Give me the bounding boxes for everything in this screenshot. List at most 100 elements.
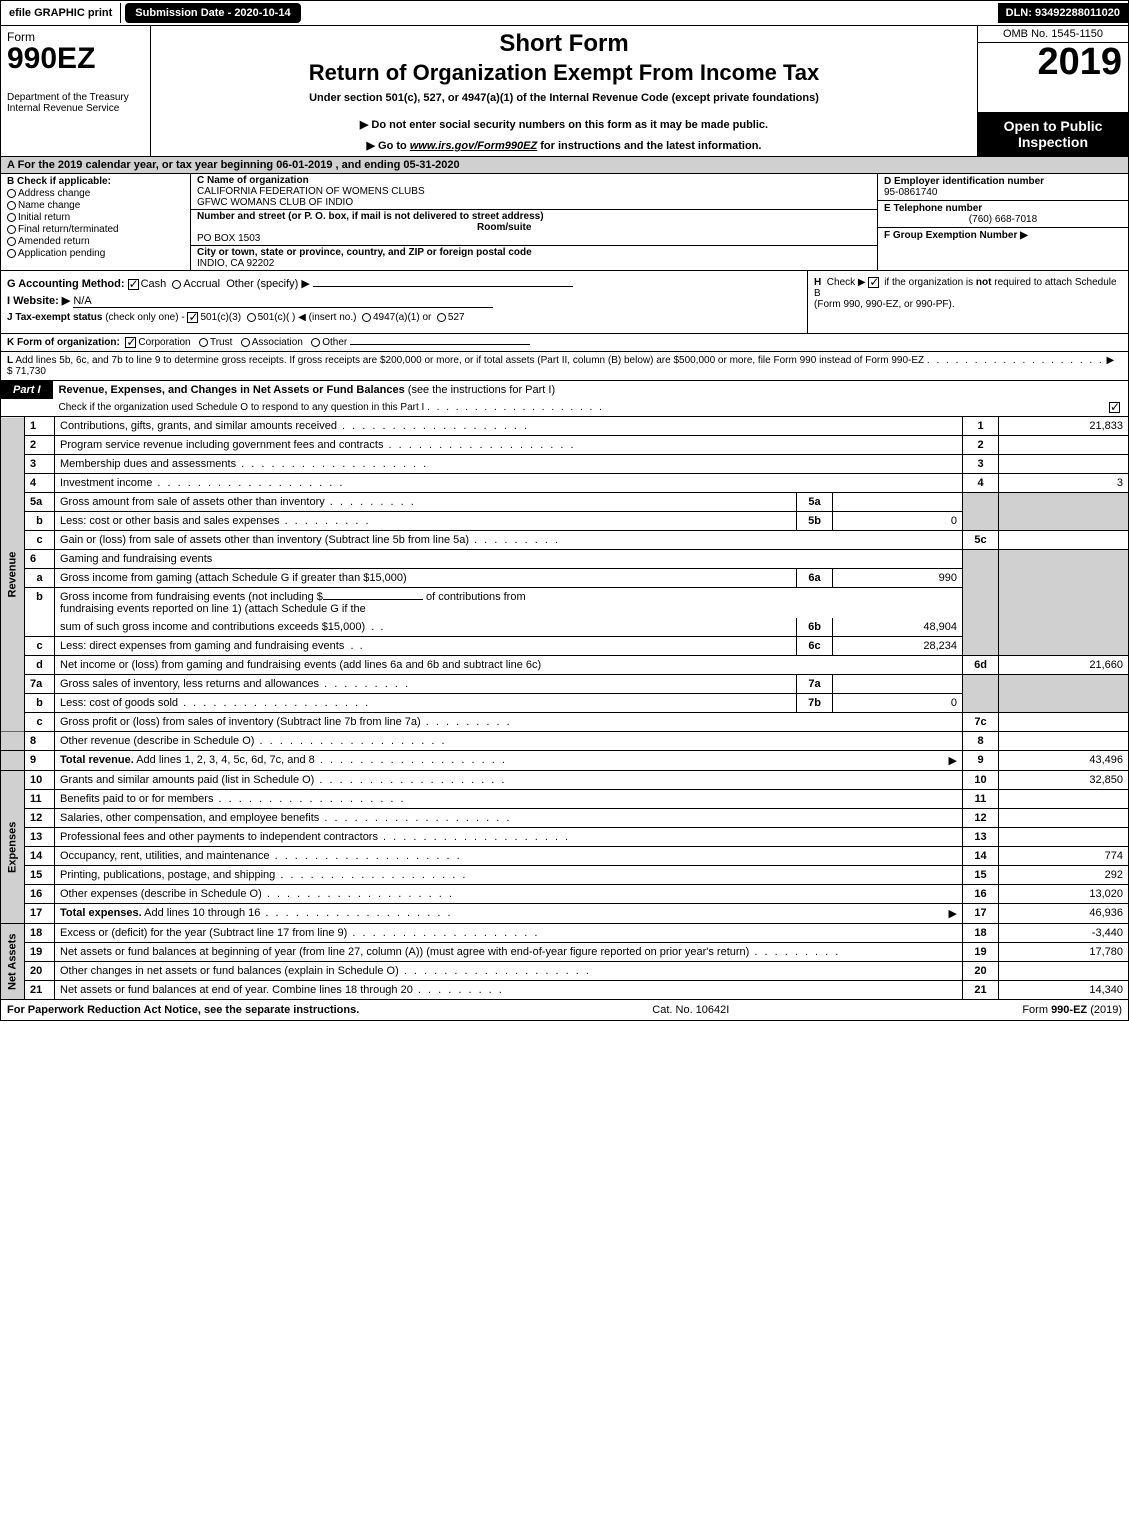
- chk-application-pending[interactable]: Application pending: [7, 248, 184, 259]
- chk-other-org[interactable]: [311, 338, 320, 347]
- chk-527[interactable]: [437, 313, 446, 322]
- l-row: L Add lines 5b, 6c, and 7b to line 9 to …: [0, 352, 1129, 381]
- phone-value: (760) 668-7018: [884, 214, 1122, 225]
- i-label: I Website: ▶: [7, 295, 70, 307]
- chk-association[interactable]: [241, 338, 250, 347]
- tax-exempt-line: J Tax-exempt status (check only one) - 5…: [7, 312, 801, 323]
- chk-address-change[interactable]: Address change: [7, 188, 184, 199]
- form-number: 990EZ: [7, 44, 144, 74]
- chk-final-return[interactable]: Final return/terminated: [7, 224, 184, 235]
- line-16: 16 Other expenses (describe in Schedule …: [1, 885, 1129, 904]
- k-label: K Form of organization:: [7, 337, 120, 348]
- chk-accrual[interactable]: [172, 280, 181, 289]
- g-label: G Accounting Method:: [7, 278, 125, 290]
- city-block: City or town, state or province, country…: [191, 246, 877, 270]
- goto-pre: ▶ Go to: [367, 140, 410, 152]
- chk-cash[interactable]: [128, 279, 139, 290]
- other-org-field[interactable]: [350, 344, 530, 345]
- submission-date-button[interactable]: Submission Date - 2020-10-14: [125, 3, 300, 23]
- no-ssn-warning: ▶ Do not enter social security numbers o…: [159, 118, 969, 131]
- group-exemption-label: F Group Exemption Number ▶: [884, 230, 1028, 241]
- col-c-org-info: C Name of organization CALIFORNIA FEDERA…: [191, 174, 878, 270]
- chk-4947[interactable]: [362, 313, 371, 322]
- chk-schedule-o-part1[interactable]: [1109, 402, 1120, 413]
- chk-corporation[interactable]: [125, 337, 136, 348]
- org-name-label: C Name of organization: [197, 175, 309, 186]
- l-dots: [927, 355, 1104, 366]
- h-text2: if the organization is: [884, 277, 973, 288]
- chk-name-change[interactable]: Name change: [7, 200, 184, 211]
- header-right: OMB No. 1545-1150 2019 Open to Public In…: [978, 26, 1128, 156]
- ein-block: D Employer identification number 95-0861…: [878, 174, 1128, 201]
- website-field[interactable]: N/A: [73, 295, 493, 308]
- header-left: Form 990EZ Department of the Treasury In…: [1, 26, 151, 156]
- line-7b: b Less: cost of goods sold 7b 0: [1, 694, 1129, 713]
- h-text1: Check ▶: [827, 277, 866, 288]
- expenses-side-label: Expenses: [1, 771, 25, 924]
- phone-block: E Telephone number (760) 668-7018: [878, 201, 1128, 228]
- h-text4: (Form 990, 990-EZ, or 990-PF).: [814, 299, 955, 310]
- cash-label: Cash: [141, 278, 167, 290]
- goto-link[interactable]: www.irs.gov/Form990EZ: [410, 140, 537, 152]
- k-row: K Form of organization: Corporation Trus…: [0, 334, 1129, 352]
- top-bar: efile GRAPHIC print Submission Date - 20…: [0, 0, 1129, 26]
- l-amount: $ 71,730: [7, 366, 46, 377]
- line-5b: b Less: cost or other basis and sales ex…: [1, 512, 1129, 531]
- chk-501c3[interactable]: [187, 312, 198, 323]
- line-11: 11 Benefits paid to or for members 11: [1, 790, 1129, 809]
- form-ref: Form 990-EZ (2019): [1022, 1004, 1122, 1016]
- irs-label: Internal Revenue Service: [7, 103, 144, 114]
- street-block: Number and street (or P. O. box, if mail…: [191, 210, 877, 246]
- line-21: 21 Net assets or fund balances at end of…: [1, 981, 1129, 1000]
- short-form-title: Short Form: [159, 30, 969, 58]
- line-6a: a Gross income from gaming (attach Sched…: [1, 569, 1129, 588]
- line-2: 2 Program service revenue including gove…: [1, 436, 1129, 455]
- other-specify-field[interactable]: [313, 286, 573, 287]
- line-7c: c Gross profit or (loss) from sales of i…: [1, 713, 1129, 732]
- chk-trust[interactable]: [199, 338, 208, 347]
- under-section-text: Under section 501(c), 527, or 4947(a)(1)…: [159, 92, 969, 104]
- lines-table: Revenue 1 Contributions, gifts, grants, …: [0, 417, 1129, 1000]
- goto-post: for instructions and the latest informat…: [537, 140, 761, 152]
- department-label: Department of the Treasury: [7, 92, 144, 103]
- room-label: Room/suite: [477, 222, 531, 233]
- top-left: efile GRAPHIC print Submission Date - 20…: [1, 1, 305, 25]
- j-note: (check only one) -: [105, 312, 184, 323]
- ein-value: 95-0861740: [884, 187, 937, 198]
- h-block: H Check ▶ if the organization is not req…: [808, 271, 1128, 333]
- line-9: 9 Total revenue. Add lines 1, 2, 3, 4, 5…: [1, 751, 1129, 771]
- form-header: Form 990EZ Department of the Treasury In…: [0, 26, 1129, 157]
- chk-amended-return[interactable]: Amended return: [7, 236, 184, 247]
- g-block: G Accounting Method: Cash Accrual Other …: [1, 271, 808, 333]
- info-grid: B Check if applicable: Address change Na…: [0, 174, 1129, 271]
- h-not: not: [976, 277, 992, 288]
- line-6b-1: b Gross income from fundraising events (…: [1, 588, 1129, 619]
- line-6b-2: sum of such gross income and contributio…: [1, 618, 1129, 637]
- fundraising-contrib-field[interactable]: [323, 599, 423, 600]
- org-name-block: C Name of organization CALIFORNIA FEDERA…: [191, 174, 877, 210]
- part1-title: Revenue, Expenses, and Changes in Net As…: [53, 381, 1128, 399]
- line-15: 15 Printing, publications, postage, and …: [1, 866, 1129, 885]
- l-text: Add lines 5b, 6c, and 7b to line 9 to de…: [15, 355, 924, 366]
- line-3: 3 Membership dues and assessments 3: [1, 455, 1129, 474]
- netassets-side-label: Net Assets: [1, 924, 25, 1000]
- line-8: 8 Other revenue (describe in Schedule O)…: [1, 732, 1129, 751]
- org-name-1: CALIFORNIA FEDERATION OF WOMENS CLUBS: [197, 186, 425, 197]
- header-mid: Short Form Return of Organization Exempt…: [151, 26, 978, 156]
- group-exemption-block: F Group Exemption Number ▶: [878, 228, 1128, 243]
- j-label: J Tax-exempt status: [7, 312, 102, 323]
- efile-print-button[interactable]: efile GRAPHIC print: [1, 3, 121, 23]
- chk-schedule-b[interactable]: [868, 277, 879, 288]
- cat-no: Cat. No. 10642I: [652, 1004, 729, 1016]
- col-b-checkboxes: B Check if applicable: Address change Na…: [1, 174, 191, 270]
- line-17: 17 Total expenses. Add lines 10 through …: [1, 904, 1129, 924]
- line-14: 14 Occupancy, rent, utilities, and maint…: [1, 847, 1129, 866]
- line-13: 13 Professional fees and other payments …: [1, 828, 1129, 847]
- paperwork-notice: For Paperwork Reduction Act Notice, see …: [7, 1004, 359, 1016]
- chk-501c[interactable]: [247, 313, 256, 322]
- accounting-method-line: G Accounting Method: Cash Accrual Other …: [7, 277, 801, 290]
- line-20: 20 Other changes in net assets or fund b…: [1, 962, 1129, 981]
- revenue-side-label: Revenue: [1, 417, 25, 732]
- chk-initial-return[interactable]: Initial return: [7, 212, 184, 223]
- ein-label: D Employer identification number: [884, 176, 1044, 187]
